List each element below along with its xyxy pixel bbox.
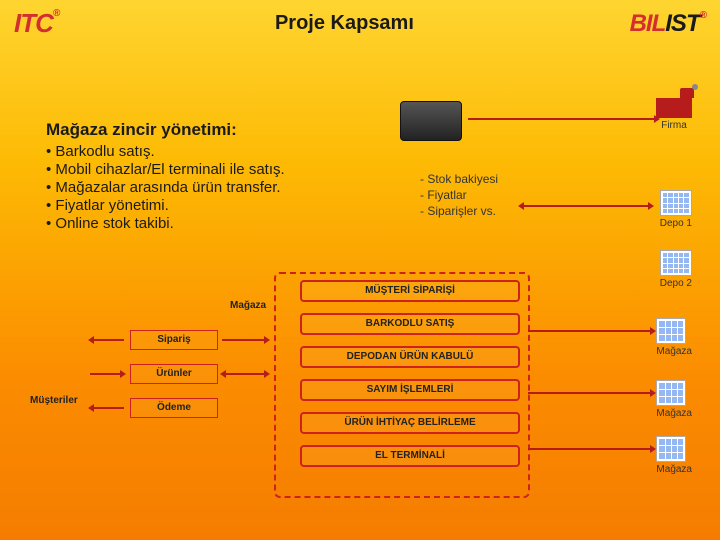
magaza-label: Mağaza — [230, 300, 266, 311]
store-icon — [656, 436, 686, 462]
module-box: BARKODLU SATIŞ — [300, 313, 520, 335]
urunler-box: Ürünler — [130, 364, 218, 384]
module-box: EL TERMİNALİ — [300, 445, 520, 467]
magaza-right-label: Mağaza — [656, 408, 692, 419]
depo1-node: Depo 1 — [660, 190, 692, 229]
bullet-item: • Mağazalar arasında ürün transfer. — [46, 179, 285, 196]
logo-itc: ITC® — [14, 8, 59, 39]
arrow-icon — [528, 330, 654, 332]
arrow-icon — [528, 448, 654, 450]
terminal-icon — [400, 101, 462, 141]
depo2-node: Depo 2 — [660, 250, 692, 289]
arrow-icon — [90, 339, 124, 341]
module-stack: MÜŞTERİ SİPARİŞİ BARKODLU SATIŞ DEPODAN … — [300, 280, 520, 478]
arrow-icon — [222, 339, 268, 341]
store-icon — [656, 318, 686, 344]
magaza-node: Mağaza — [656, 436, 692, 475]
magaza-node: Mağaza — [656, 380, 692, 419]
arrow-icon — [520, 205, 652, 207]
magaza-right-label: Mağaza — [656, 346, 692, 357]
store-icon — [656, 380, 686, 406]
module-box: MÜŞTERİ SİPARİŞİ — [300, 280, 520, 302]
info-item: - Stok bakiyesi — [420, 172, 498, 186]
depo2-label: Depo 2 — [660, 278, 692, 289]
building-icon — [660, 190, 692, 216]
bullet-item: • Online stok takibi. — [46, 215, 285, 232]
content-text: Mağaza zincir yönetimi: • Barkodlu satış… — [46, 120, 285, 233]
siparis-box: Sipariş — [130, 330, 218, 350]
page-title: Proje Kapsamı — [275, 12, 414, 35]
info-list: - Stok bakiyesi - Fiyatlar - Siparişler … — [420, 170, 498, 220]
bullet-item: • Mobil cihazlar/El terminali ile satış. — [46, 161, 285, 178]
arrow-icon — [222, 373, 268, 375]
arrow-icon — [90, 407, 124, 409]
module-box: SAYIM İŞLEMLERİ — [300, 379, 520, 401]
magaza-right-label: Mağaza — [656, 464, 692, 475]
magaza-node: Mağaza — [656, 318, 692, 357]
musteriler-label: Müşteriler — [30, 395, 78, 406]
depo1-label: Depo 1 — [660, 218, 692, 229]
bullet-list: • Barkodlu satış. • Mobil cihazlar/El te… — [46, 143, 285, 232]
arrow-icon — [528, 392, 654, 394]
header: ITC® Proje Kapsamı BILIST® — [0, 0, 720, 39]
logo-bilist: BILIST® — [630, 10, 706, 38]
info-item: - Siparişler vs. — [420, 204, 498, 218]
content-heading: Mağaza zincir yönetimi: — [46, 120, 285, 140]
module-box: ÜRÜN İHTİYAÇ BELİRLEME — [300, 412, 520, 434]
left-boxes: Sipariş Ürünler Ödeme — [130, 330, 218, 432]
module-box: DEPODAN ÜRÜN KABULÜ — [300, 346, 520, 368]
bullet-item: • Barkodlu satış. — [46, 143, 285, 160]
bullet-item: • Fiyatlar yönetimi. — [46, 197, 285, 214]
info-item: - Fiyatlar — [420, 188, 498, 202]
building-icon — [660, 250, 692, 276]
arrow-icon — [90, 373, 124, 375]
odeme-box: Ödeme — [130, 398, 218, 418]
arrow-icon — [468, 118, 658, 120]
